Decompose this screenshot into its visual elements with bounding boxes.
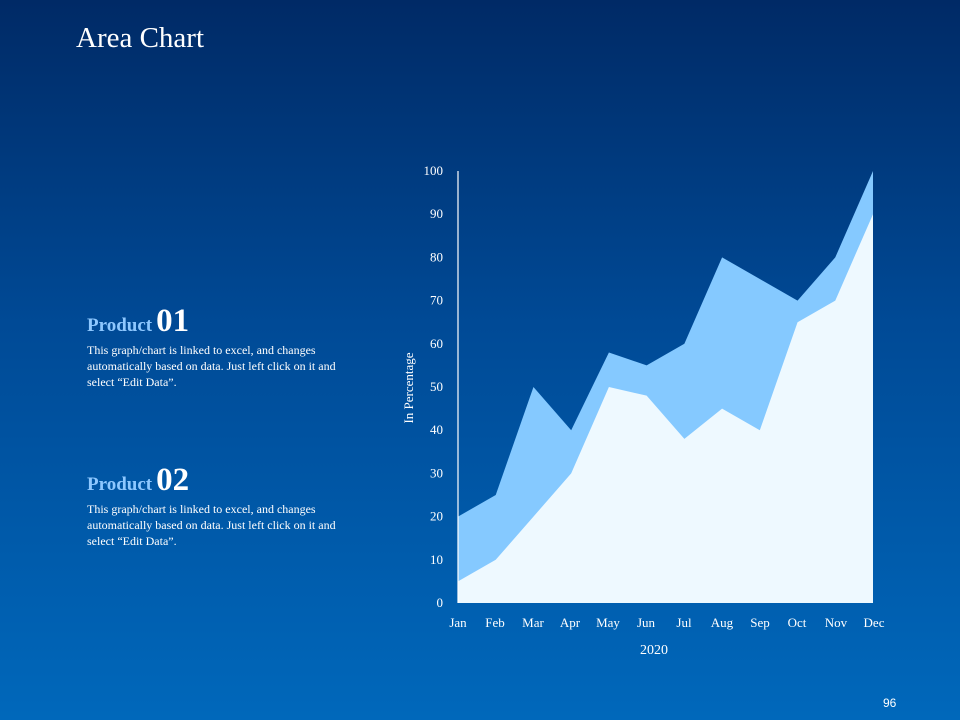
product-01-block: Product 01 This graph/chart is linked to … <box>87 303 337 390</box>
y-axis-label: In Percentage <box>401 352 416 423</box>
y-tick-label: 80 <box>430 249 443 264</box>
y-tick-label: 10 <box>430 552 443 567</box>
chart-areas <box>458 171 873 603</box>
product-01-heading: Product 01 <box>87 303 337 340</box>
product-02-block: Product 02 This graph/chart is linked to … <box>87 462 337 549</box>
x-tick-label: Mar <box>522 615 544 630</box>
y-tick-label: 90 <box>430 206 443 221</box>
y-tick-label: 60 <box>430 336 443 351</box>
x-tick-label: Jan <box>449 615 467 630</box>
x-tick-label: Oct <box>788 615 807 630</box>
x-tick-label: Apr <box>560 615 581 630</box>
x-tick-label: Dec <box>864 615 885 630</box>
area-series-2 <box>458 214 873 603</box>
page-number: 96 <box>883 696 897 710</box>
x-tick-label: May <box>596 615 620 630</box>
product-02-number: 02 <box>156 462 190 498</box>
x-tick-label: Feb <box>485 615 505 630</box>
x-tick-labels: Jan Feb Mar Apr May Jun Jul Aug Sep Oct Nov Dec <box>449 615 884 630</box>
x-tick-label: Jul <box>676 615 692 630</box>
y-tick-label: 70 <box>430 293 443 308</box>
x-tick-label: Nov <box>825 615 848 630</box>
product-02-label: Product <box>87 474 153 495</box>
product-01-label: Product <box>87 315 153 336</box>
x-axis-label: 2020 <box>640 643 668 658</box>
product-01-description: This graph/chart is linked to excel, and… <box>87 343 336 389</box>
x-tick-label: Aug <box>711 615 734 630</box>
y-tick-label: 50 <box>430 379 443 394</box>
product-02-description: This graph/chart is linked to excel, and… <box>87 502 336 548</box>
y-tick-label: 0 <box>437 595 444 610</box>
y-tick-labels: 0 10 20 30 40 50 60 70 80 90 100 <box>424 163 444 610</box>
y-tick-label: 20 <box>430 509 443 524</box>
y-tick-label: 40 <box>430 422 443 437</box>
slide-title: Area Chart <box>76 22 205 54</box>
product-02-heading: Product 02 <box>87 462 337 499</box>
y-tick-label: 100 <box>424 163 444 178</box>
x-tick-label: Jun <box>637 615 656 630</box>
x-tick-label: Sep <box>750 615 770 630</box>
y-tick-label: 30 <box>430 465 443 480</box>
product-01-number: 01 <box>156 303 190 339</box>
